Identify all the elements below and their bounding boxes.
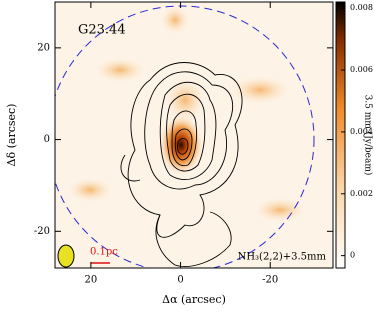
frame — [54, 1, 334, 269]
colorbar-label: 3.5 mm (Jy/beam) — [363, 95, 374, 176]
contours — [120, 62, 243, 267]
y-tick-label: 0 — [44, 134, 50, 145]
colorbar-tick-label: 0.002 — [350, 189, 373, 198]
y-tick-label: -20 — [34, 226, 50, 237]
x-tick-label: 0 — [177, 275, 183, 286]
colorbar-tick-label: 0.004 — [350, 127, 373, 136]
colorbar-tick-label: 0.008 — [350, 3, 373, 12]
line-label: NH₃(2,2)+3.5mm — [238, 252, 327, 263]
emission — [161, 6, 189, 34]
colorbar-tick-label: 0 — [350, 251, 355, 260]
emission — [165, 78, 205, 122]
emission — [230, 76, 290, 104]
emission — [254, 198, 306, 222]
beam — [57, 244, 75, 268]
x-axis-label: Δα (arcsec) — [162, 293, 226, 306]
source-name: G23.44 — [78, 23, 126, 38]
map — [55, 2, 333, 268]
colorbar — [335, 1, 346, 269]
colorbar-tick-label: 0.006 — [350, 65, 373, 74]
y-axis-label: Δδ (arcsec) — [5, 104, 18, 167]
scale-label: 0.1pc — [90, 247, 118, 258]
emission — [95, 58, 145, 82]
x-tick-label: -20 — [262, 275, 278, 286]
emission — [68, 178, 112, 202]
x-tick-label: 20 — [85, 275, 98, 286]
y-tick-label: 20 — [37, 42, 50, 53]
